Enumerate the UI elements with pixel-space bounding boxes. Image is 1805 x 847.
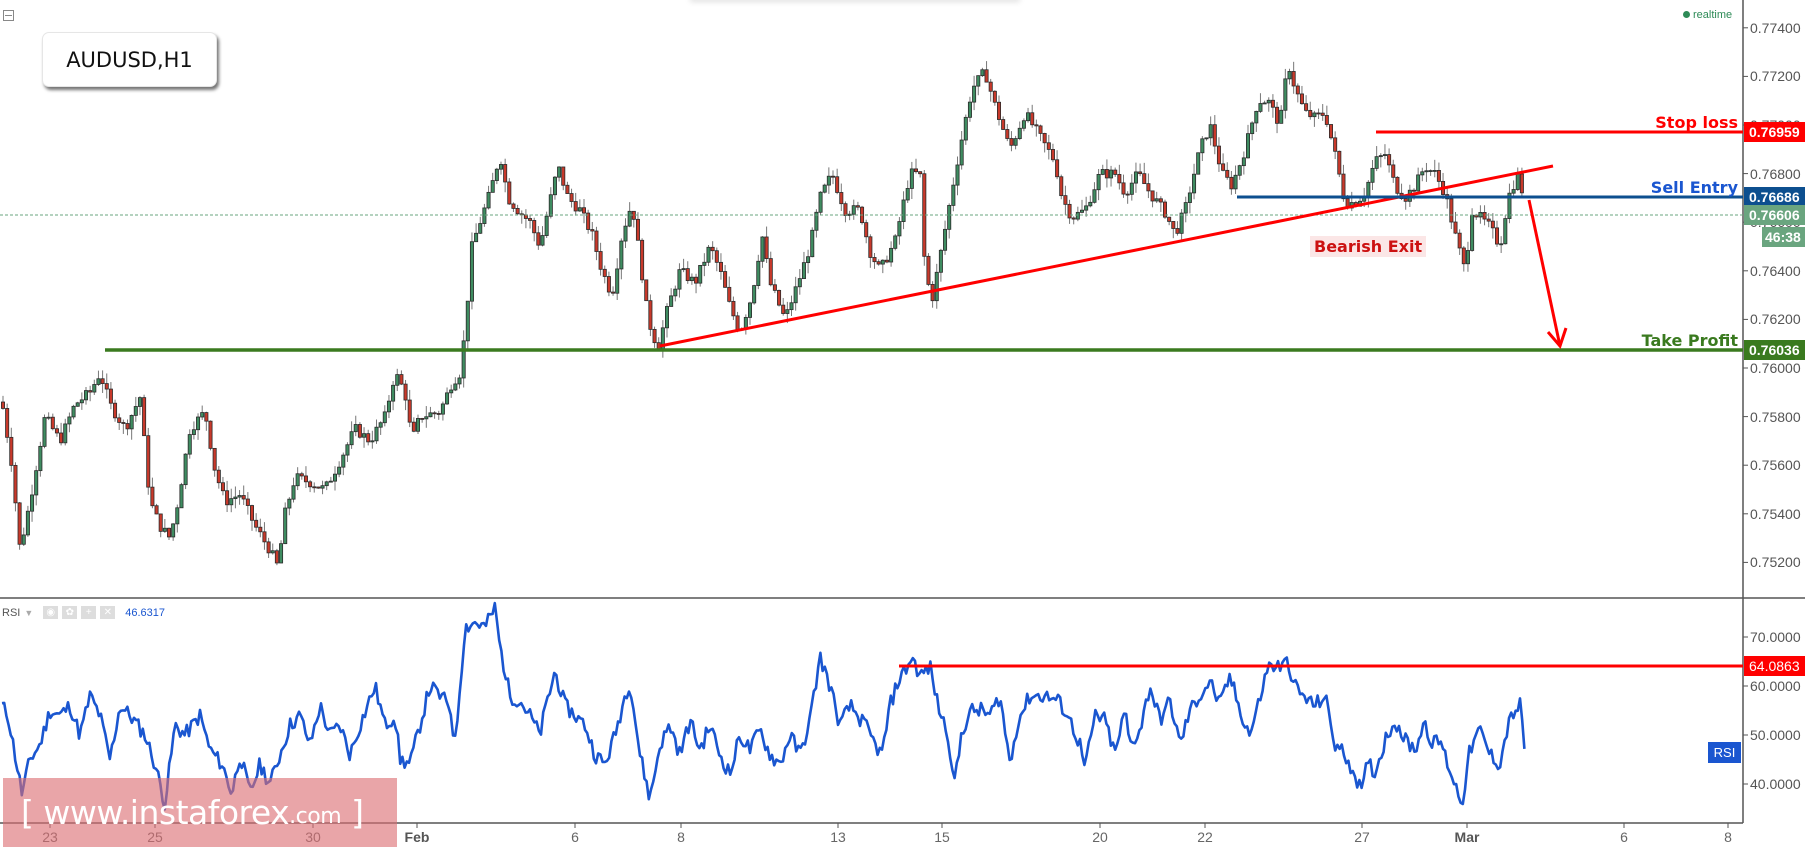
price-tick-label: 0.76800 [1750,165,1801,182]
date-tick-label: 13 [830,829,846,845]
date-tick-label: 15 [934,829,950,845]
collapse-icon[interactable] [3,10,14,21]
price-candles [0,61,1524,566]
stop-loss-price-tag: 0.76959 [1744,122,1805,142]
date-tick-label: 6 [571,829,579,845]
countdown-tag: 46:38 [1762,227,1805,247]
watermark: [ www.instaforex .com ] [3,778,397,847]
chevron-down-icon[interactable]: ▼ [24,607,34,618]
eye-icon[interactable]: ◉ [43,606,59,619]
gear-icon[interactable]: ✿ [62,606,78,619]
plus-icon[interactable]: + [81,606,97,619]
price-tick-label: 0.76400 [1750,262,1801,279]
rsi-tick-label: 60.0000 [1750,678,1801,694]
stop-loss-label: Stop loss [1655,113,1738,132]
date-tick-label: 6 [1620,829,1628,845]
price-tick-label: 0.76000 [1750,360,1801,376]
take-profit-price-tag: 0.76036 [1744,340,1805,360]
rsi-value: 46.6317 [125,606,166,619]
rsi-legend: RSI ▼ ◉ ✿ + ✕ 46.6317 [2,606,165,619]
sell-entry-label: Sell Entry [1650,178,1738,197]
date-tick-label: 22 [1197,829,1213,845]
price-tick-label: 0.75200 [1750,554,1801,571]
price-tick-label: 0.77200 [1750,68,1801,85]
rsi-level-tag: 64.0863 [1744,656,1805,676]
date-tick-label: 8 [677,829,685,845]
current-price-tag: 0.76606 [1744,205,1805,225]
rsi-axis-ticks [1743,636,1748,785]
sell-entry-price-tag: 0.76686 [1744,187,1805,207]
date-tick-label: Mar [1454,829,1480,845]
take-profit-label: Take Profit [1641,331,1738,350]
realtime-indicator: realtime [1683,9,1732,21]
price-tick-label: 0.76200 [1750,311,1801,328]
rsi-badge: RSI [1708,742,1741,763]
date-tick-label: 8 [1724,829,1732,845]
price-axis-ticks [1743,27,1748,563]
close-icon[interactable]: ✕ [100,606,116,619]
bearish-exit-label: Bearish Exit [1310,236,1427,257]
rsi-title: RSI [2,606,21,619]
rsi-tick-label: 70.0000 [1750,629,1801,645]
price-tick-label: 0.75400 [1750,505,1801,522]
date-tick-label: 20 [1092,829,1108,845]
down-arrow-icon [1527,199,1568,349]
realtime-dot-icon [1683,11,1690,18]
date-tick-label: 27 [1354,829,1370,845]
price-tick-label: 0.77400 [1750,19,1801,36]
price-tick-label: 0.75600 [1750,457,1801,474]
date-tick-label: Feb [404,829,430,845]
price-tick-label: 0.75800 [1750,408,1801,425]
rsi-tick-label: 40.0000 [1750,776,1801,792]
rsi-tick-label: 50.0000 [1750,727,1801,743]
symbol-label: AUDUSD,H1 [42,32,217,87]
